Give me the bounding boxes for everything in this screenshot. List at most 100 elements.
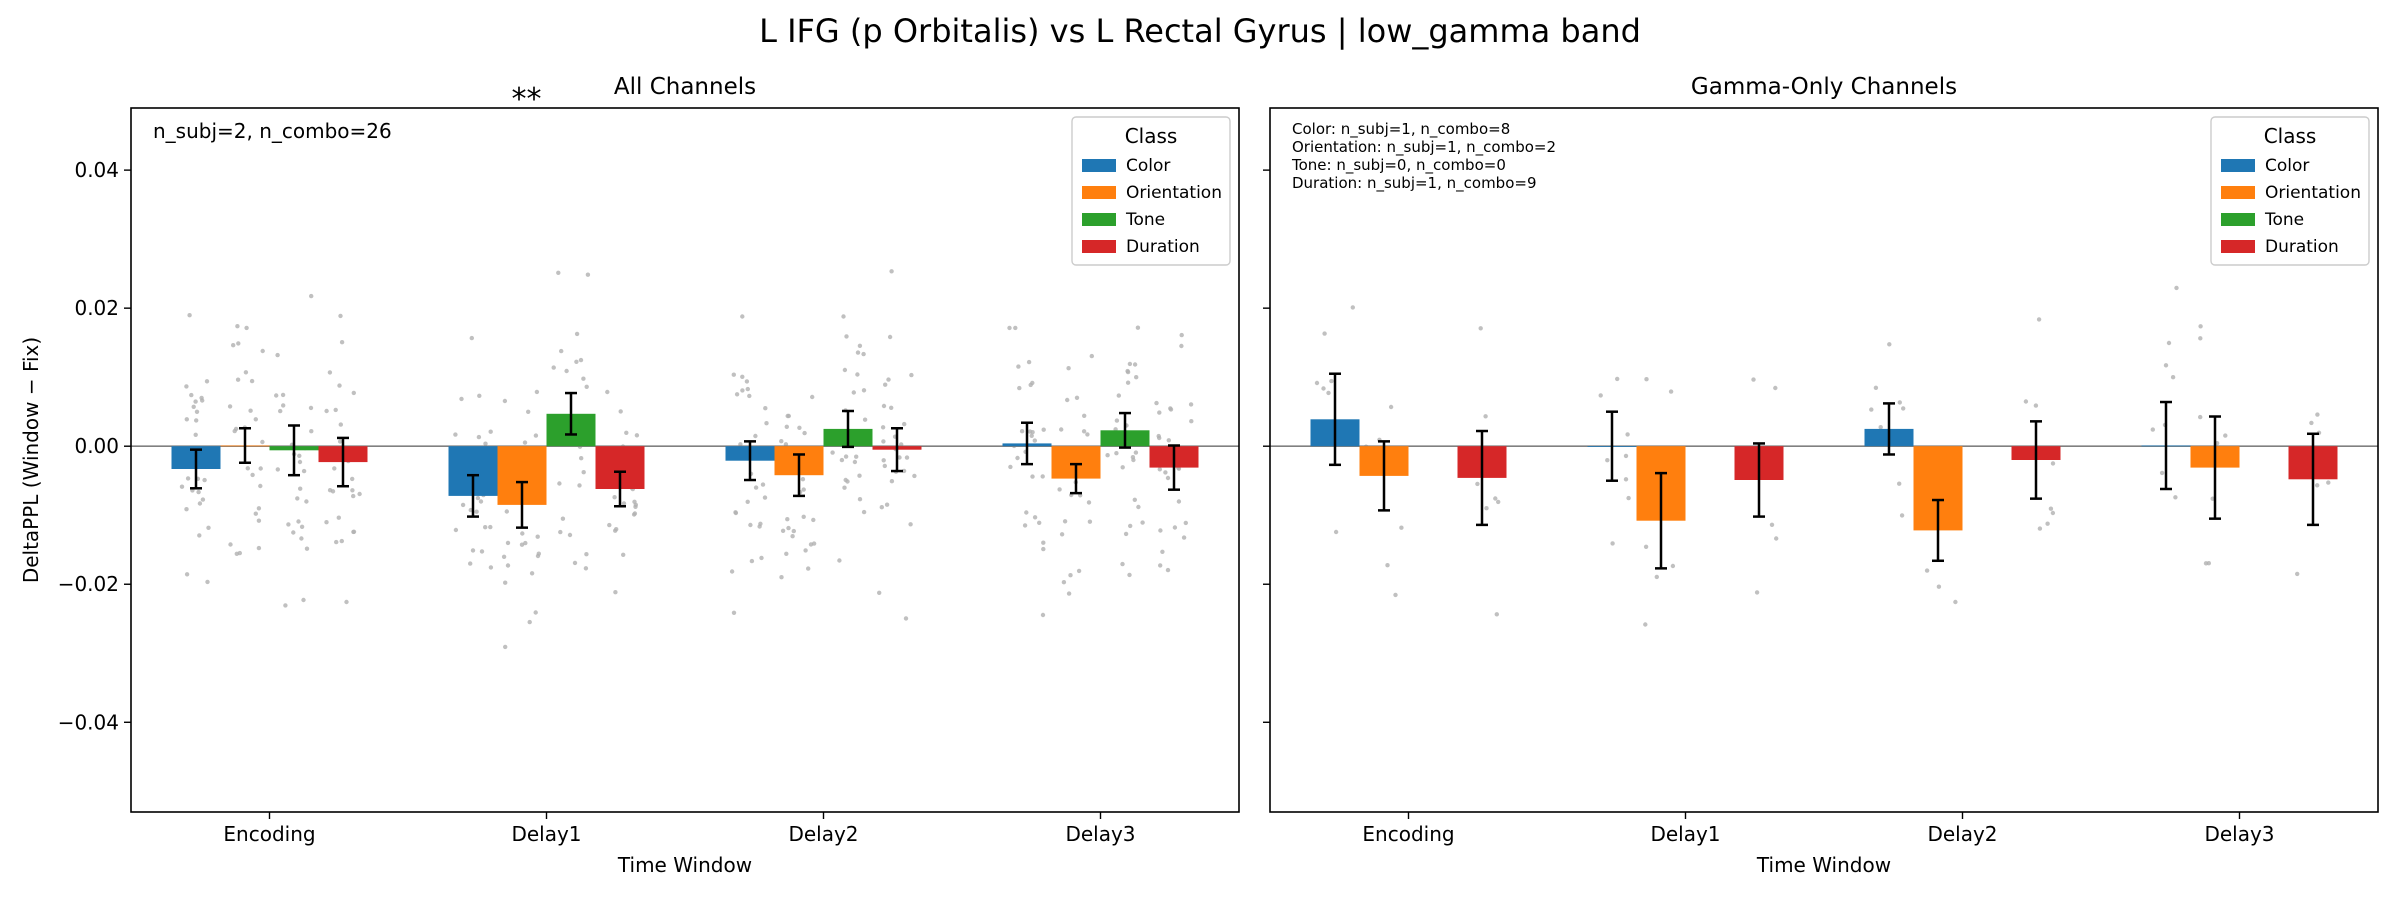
scatter-point — [857, 497, 863, 502]
scatter-point — [632, 511, 638, 516]
scatter-point — [2166, 340, 2172, 346]
scatter-point — [745, 499, 750, 504]
scatter-point — [740, 388, 745, 393]
scatter-point — [1321, 386, 1326, 391]
scatter-point — [197, 501, 203, 506]
scatter-point — [194, 409, 200, 414]
scatter-point — [2037, 526, 2043, 531]
scatter-point — [551, 365, 556, 370]
scatter-point — [1494, 612, 1500, 617]
legend-swatch-tone — [1082, 213, 1116, 226]
scatter-point — [256, 506, 262, 511]
scatter-point — [184, 572, 190, 577]
scatter-point — [1029, 433, 1034, 438]
scatter-point — [468, 561, 473, 566]
scatter-point — [837, 558, 842, 563]
scatter-point — [460, 502, 466, 508]
scatter-point — [581, 376, 586, 381]
legend: Class Color Orientation Tone Duration — [2210, 116, 2370, 266]
scatter-point — [197, 533, 202, 538]
scatter-point — [574, 359, 579, 364]
scatter-point — [351, 529, 356, 535]
scatter-point — [605, 389, 610, 395]
scatter-point — [877, 590, 882, 595]
scatter-point — [861, 388, 867, 393]
scatter-point — [488, 429, 493, 434]
scatter-point — [852, 459, 858, 465]
scatter-point — [245, 466, 250, 471]
scatter-point — [469, 335, 474, 341]
scatter-point — [2163, 363, 2169, 368]
scatter-point — [729, 569, 735, 574]
scatter-point — [1773, 385, 1778, 391]
scatter-point — [351, 390, 356, 396]
scatter-point — [1399, 525, 1404, 530]
scatter-point — [578, 357, 584, 363]
scatter-point — [1165, 567, 1171, 573]
scatter-point — [2198, 414, 2203, 420]
scatter-point — [1019, 429, 1025, 434]
scatter-point — [585, 272, 591, 277]
scatter-point — [1179, 343, 1184, 349]
legend-label: Color — [1126, 156, 1170, 176]
scatter-point — [1120, 465, 1125, 470]
x-axis-label: Time Window — [1756, 853, 1891, 877]
scatter-point — [475, 495, 481, 501]
scatter-point — [256, 545, 262, 551]
scatter-point — [228, 542, 233, 547]
scatter-point — [763, 406, 768, 411]
scatter-point — [1040, 612, 1046, 618]
legend-swatch-duration — [1082, 240, 1116, 253]
scatter-point — [613, 528, 618, 533]
scatter-point — [1007, 325, 1012, 331]
scatter-point — [1478, 326, 1483, 331]
scatter-point — [1475, 481, 1480, 487]
x-axis-label: Time Window — [617, 853, 752, 877]
scatter-point — [301, 597, 306, 603]
scatter-point — [2173, 495, 2178, 500]
scatter-point — [330, 489, 336, 494]
legend-label: Orientation — [2265, 183, 2361, 203]
scatter-point — [854, 454, 859, 459]
scatter-point — [350, 476, 355, 482]
scatter-point — [283, 603, 288, 608]
scatter-point — [861, 351, 866, 357]
scatter-point — [1769, 522, 1775, 527]
scatter-point — [339, 538, 344, 544]
scatter-point — [1899, 513, 1905, 518]
scatter-point — [842, 367, 848, 373]
scatter-point — [784, 551, 789, 556]
scatter-point — [334, 539, 339, 545]
scatter-point — [1024, 510, 1029, 515]
scatter-point — [1615, 376, 1620, 382]
scatter-point — [762, 495, 768, 500]
scatter-point — [505, 540, 511, 546]
scatter-point — [2203, 561, 2209, 566]
scatter-point — [786, 525, 791, 531]
scatter-point — [581, 470, 586, 475]
scatter-point — [483, 525, 488, 530]
scatter-point — [191, 404, 196, 409]
scatter-point — [811, 517, 816, 523]
scatter-point — [337, 439, 343, 444]
scatter-point — [2033, 403, 2039, 408]
scatter-point — [187, 313, 192, 318]
scatter-point — [2295, 571, 2300, 577]
scatter-point — [1158, 563, 1163, 568]
scatter-point — [1105, 453, 1110, 458]
chart-panel-1: −0.04 −0.02 0.00 0.02 0.04 Encoding Delay1 Dela… — [19, 74, 1240, 877]
scatter-point — [338, 422, 343, 427]
scatter-point — [249, 378, 255, 384]
scatter-point — [1059, 532, 1065, 537]
scatter-point — [1130, 455, 1136, 460]
scatter-point — [810, 394, 815, 400]
scatter-point — [339, 340, 345, 345]
scatter-point — [275, 467, 280, 472]
scatter-point — [567, 532, 573, 538]
scatter-point — [234, 551, 239, 556]
scatter-point — [503, 580, 508, 585]
scatter-point — [1626, 495, 1631, 501]
scatter-point — [779, 575, 784, 580]
scatter-point — [526, 409, 531, 414]
scatter-point — [612, 495, 617, 500]
